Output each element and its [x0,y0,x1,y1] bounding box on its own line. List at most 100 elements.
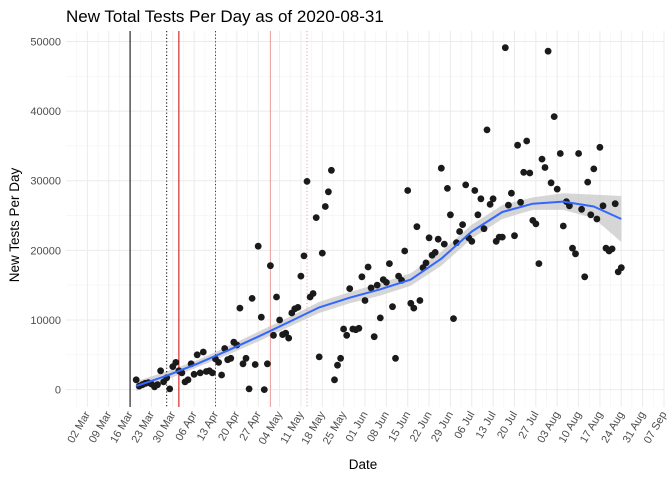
data-point [386,260,393,267]
data-point [611,200,619,208]
data-point [572,250,579,258]
data-point [199,348,207,356]
data-point [599,202,607,210]
data-point [254,242,262,250]
data-point [401,247,409,255]
data-point [517,198,524,206]
data-point [404,187,412,194]
data-point [312,214,320,222]
data-point [584,178,592,186]
data-point [315,353,323,361]
data-point [471,187,479,194]
data-point [239,360,247,368]
confidence-band [136,193,622,391]
data-point [559,222,567,230]
data-point [480,225,488,233]
data-point [273,293,280,301]
data-point [373,281,381,289]
data-point [569,244,576,252]
data-point [392,354,399,362]
data-point [468,237,476,245]
y-tick-label: 10000 [30,315,61,327]
data-point [590,165,598,173]
data-point [498,233,506,241]
data-point [483,126,491,134]
data-point [608,245,616,253]
data-point [505,201,512,209]
data-point [526,169,534,177]
data-point [532,220,540,228]
data-point [550,113,558,120]
data-point [508,189,515,197]
data-point [520,168,528,176]
data-point [450,315,457,322]
data-point [209,369,216,377]
data-point [358,273,366,281]
data-point [364,263,372,271]
smooth-line [135,200,622,388]
data-point [328,166,335,174]
data-point [434,235,442,243]
data-point [285,334,293,342]
data-point [523,137,531,145]
data-point [437,164,445,172]
data-point [154,381,161,389]
data-point [242,354,250,362]
data-point [236,304,244,312]
data-point [587,211,595,219]
data-point [218,371,226,379]
y-axis-ticks: 0 10000 20000 30000 40000 50000 [30,36,61,396]
data-point [444,185,451,192]
data-point [245,385,253,393]
data-point [355,324,363,332]
reference-lines [129,31,308,407]
data-point [578,205,585,213]
data-point [337,354,344,362]
data-point [511,232,518,240]
data-point [325,188,332,196]
y-tick-label: 30000 [30,176,61,188]
data-point [300,252,308,260]
data-point [346,285,354,292]
data-point [260,386,268,393]
data-point [257,313,265,321]
data-point [474,211,482,219]
data-point [282,329,290,337]
data-point [541,164,549,171]
data-point [422,259,430,267]
data-point [489,195,497,203]
data-point [514,141,521,149]
data-point [431,249,439,256]
x-axis-title: Date [349,457,378,472]
data-point [501,44,509,52]
data-point [193,351,201,359]
data-point [389,303,396,311]
data-point [376,314,384,322]
chart-title: New Total Tests Per Day as of 2020-08-31 [66,7,384,26]
data-point [294,304,302,311]
data-point [267,262,274,270]
data-point [251,361,259,368]
data-point [477,195,485,203]
data-point [361,297,369,304]
data-point [276,316,283,324]
data-point [132,376,140,384]
data-point [196,369,204,377]
data-point [447,211,454,219]
data-point [343,331,351,339]
data-point [456,228,463,235]
data-point [553,185,561,193]
smooth-line-path [135,200,622,388]
data-point [370,333,378,341]
data-point [184,376,192,384]
data-point [538,155,546,163]
data-point [462,181,470,189]
confidence-band-area [136,193,622,391]
data-point [383,279,390,286]
data-point [581,273,589,281]
data-point [190,370,198,378]
y-axis-title: New Tests Per Day [7,167,22,282]
data-point [566,202,573,210]
